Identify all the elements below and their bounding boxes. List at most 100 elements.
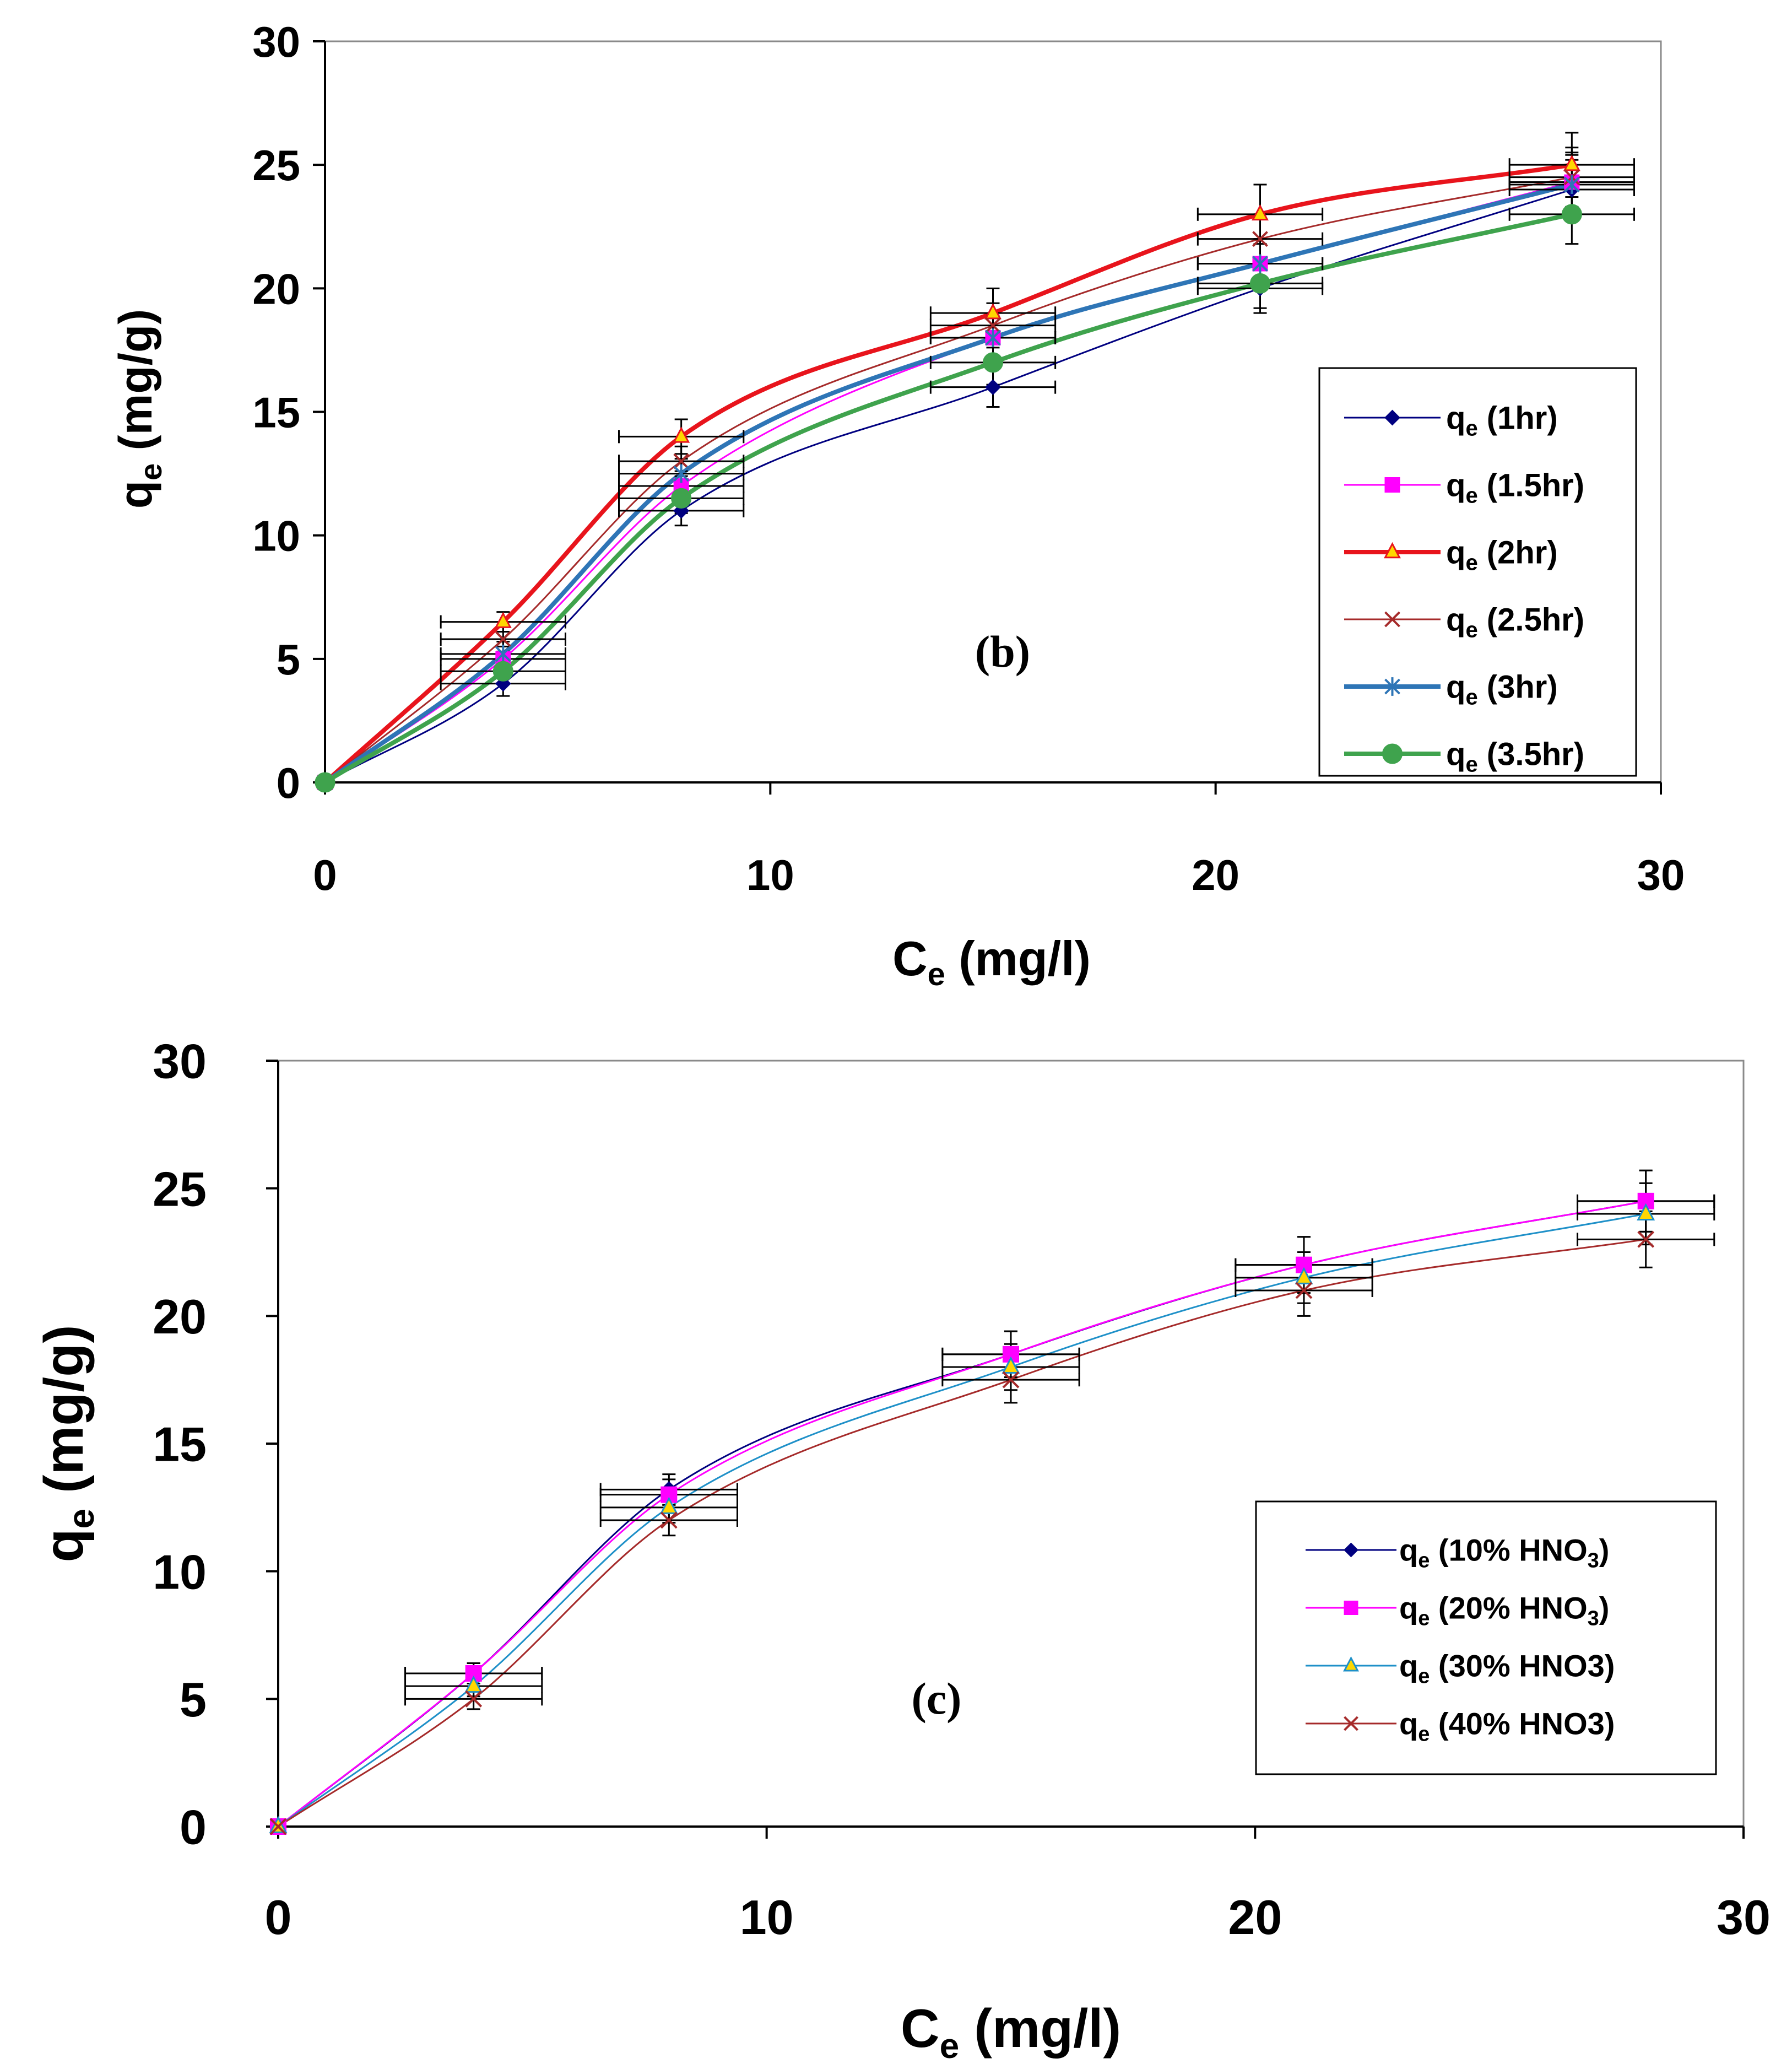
chart-b-legend-label-1-base: q: [1446, 467, 1465, 503]
chart-b-legend-label-2: qe (2hr): [1446, 534, 1558, 575]
chart-b-y-tick-label-0: 0: [277, 759, 300, 807]
chart-b-legend-label-4: qe (3hr): [1446, 669, 1558, 709]
chart-b-legend-swatch-marker-1-shape: [1384, 477, 1400, 493]
chart-c-legend-swatch-marker-3: [1344, 1716, 1358, 1731]
chart-b-point-5-2-shape: [671, 488, 692, 509]
chart-b-point-5-2: [671, 488, 692, 509]
chart-b-point-5-5: [1561, 204, 1582, 225]
chart-c-legend-label-2-text: (30% HNO3): [1430, 1649, 1615, 1683]
chart-b-legend-entry-0: qe (1hr): [1344, 400, 1558, 440]
chart-b-point-5-5-shape: [1561, 204, 1582, 225]
chart-b-point-3-3-stroke-2: [985, 317, 1001, 333]
chart-b-point-2-3-shape: [984, 302, 1001, 320]
chart-c-x-axis-title-unit: (mg/l): [959, 1998, 1121, 2059]
chart-b-point-5-0: [315, 772, 335, 793]
chart-b-y-tick-label-1: 5: [277, 635, 300, 684]
chart-c-legend-swatch-marker-2-shape: [1343, 1656, 1359, 1672]
chart-b-point-5-4-shape: [1249, 273, 1271, 294]
chart-b-legend-label-2-text: (2hr): [1478, 534, 1558, 570]
chart-c-legend: qe (10% HNO3)qe (20% HNO3)qe (30% HNO3)q…: [1255, 1500, 1717, 1775]
chart-c-legend-label-0-text: (10% HNO: [1430, 1533, 1587, 1568]
chart-c-y-tick-label-5: 25: [153, 1162, 207, 1216]
chart-b-legend-entry-1: qe (1.5hr): [1344, 467, 1584, 507]
chart-b-legend-swatch-marker-4: [1384, 677, 1400, 696]
chart-c-legend-swatch-marker-2: [1343, 1656, 1359, 1672]
chart-b-x-axis-title: Ce (mg/l): [892, 931, 1091, 992]
chart-b-point-2-3: [984, 302, 1001, 320]
chart-b-legend-label-5: qe (3.5hr): [1446, 736, 1584, 776]
chart-c-legend-label-3-base: q: [1399, 1706, 1418, 1741]
chart-c-legend-swatch-marker-0-shape: [1344, 1542, 1358, 1558]
chart-b-legend-swatch-marker-3-stroke-2: [1384, 611, 1400, 628]
chart-b-legend-label-4-text: (3hr): [1478, 669, 1558, 705]
chart-c-axes: 0 10 20 30 0 5 10 15 20 25 30: [153, 1034, 1771, 1944]
chart-c-point-3-4: [1295, 1282, 1313, 1299]
chart-c-legend-label-0-base: q: [1399, 1533, 1418, 1568]
chart-b-y-tick-label-3: 15: [252, 388, 300, 437]
chart-b-legend-label-0: qe (1hr): [1446, 400, 1558, 440]
chart-c-y-tick-label-0: 0: [180, 1800, 207, 1855]
chart-b-point-4-4: [1252, 254, 1268, 273]
chart-c-legend-label-2-sub: e: [1418, 1665, 1430, 1688]
chart-c-legend-label-1-sub: e: [1418, 1607, 1430, 1630]
chart-b-point-5-4: [1249, 273, 1271, 294]
chart-b-point-0-3: [985, 379, 1001, 396]
chart-c-legend-label-1-text: (20% HNO: [1430, 1591, 1587, 1625]
chart-c-legend-swatch-marker-1-shape: [1344, 1601, 1358, 1615]
chart-c-point-2-3-shape: [1001, 1356, 1020, 1374]
chart-b-point-4-2: [673, 464, 690, 483]
chart-b-point-3-2: [673, 453, 690, 469]
chart-b-point-4-1: [495, 644, 511, 663]
chart-b-legend-label-5-text: (3.5hr): [1478, 736, 1584, 772]
chart-c-legend-label-1: qe (20% HNO3): [1399, 1591, 1609, 1630]
chart-b-legend-label-0-sub: e: [1465, 416, 1477, 440]
chart-b-legend-label-0-base: q: [1446, 400, 1465, 436]
chart-b-y-tick-label-5: 25: [252, 141, 300, 190]
chart-c-legend-label-3-sub: e: [1418, 1723, 1430, 1746]
chart-b-legend-swatch-marker-5-shape: [1382, 743, 1403, 764]
chart-b-legend-entry-4: qe (3hr): [1344, 669, 1558, 709]
chart-c-legend-swatch-marker-3-stroke-2: [1344, 1716, 1358, 1731]
chart-b-legend-label-5-base: q: [1446, 736, 1465, 772]
chart-b-point-3-3: [985, 317, 1001, 333]
chart-b-point-2-5: [1563, 154, 1580, 171]
chart-b-legend-label-3: qe (2.5hr): [1446, 602, 1584, 642]
chart-b-legend-box: [1318, 367, 1637, 777]
chart-c-series-line-1: [278, 1200, 1646, 1828]
chart-b-legend: qe (1hr)qe (1.5hr)qe (2hr)qe (2.5hr)qe (…: [1318, 367, 1637, 777]
chart-b-point-3-2-stroke-2: [673, 453, 690, 469]
chart-b-legend-swatch-marker-2: [1384, 542, 1401, 559]
chart-b-legend-label-4-base: q: [1446, 669, 1465, 705]
chart-c-panel-label: (c): [911, 1673, 961, 1724]
chart-c-legend-label-1-label-sub: 3: [1588, 1607, 1599, 1630]
chart-c-legend-label-0-sub: e: [1418, 1549, 1430, 1573]
chart-c-point-2-2: [659, 1497, 678, 1514]
chart-b-point-0-3-shape: [985, 379, 1001, 396]
chart-b-legend-label-2-base: q: [1446, 534, 1465, 570]
chart-b-point-2-2-shape: [673, 426, 690, 443]
chart-c-point-3-4-stroke-2: [1295, 1282, 1313, 1299]
chart-b-point-2-4-shape: [1252, 204, 1269, 221]
chart-c-x-tick-label-0: 0: [265, 1890, 292, 1944]
chart-b-x-tick-label-1: 10: [746, 851, 794, 899]
chart-b-legend-label-0-text: (1hr): [1478, 400, 1558, 436]
chart-b-y-axis-title-base: q: [110, 480, 161, 509]
chart-b-point-3-4: [1252, 231, 1268, 247]
chart-b-y-tick-label-2: 10: [252, 512, 300, 560]
chart-b-x-axis-title-unit: (mg/l): [945, 931, 1091, 986]
chart-c-legend-label-2-base: q: [1399, 1649, 1418, 1683]
chart-c-point-2-3: [1001, 1356, 1020, 1374]
chart-c-y-axis-title-sub: e: [61, 1509, 101, 1529]
chart-b-y-axis-title-sub: e: [133, 463, 168, 480]
chart-b-legend-swatch-marker-0-shape: [1384, 409, 1400, 426]
chart-c-x-tick-label-1: 10: [740, 1890, 794, 1944]
chart-b-point-5-0-shape: [315, 772, 335, 793]
chart-c-point-3-0: [269, 1818, 287, 1835]
chart-b-point-5-1: [492, 661, 513, 682]
chart-b-y-axis-title-unit: (mg/g): [110, 309, 161, 463]
chart-c-x-axis-title-base: C: [901, 1998, 940, 2059]
chart-b-point-3-4-stroke-2: [1252, 231, 1268, 247]
chart-c-point-3-2-stroke-2: [660, 1511, 678, 1529]
